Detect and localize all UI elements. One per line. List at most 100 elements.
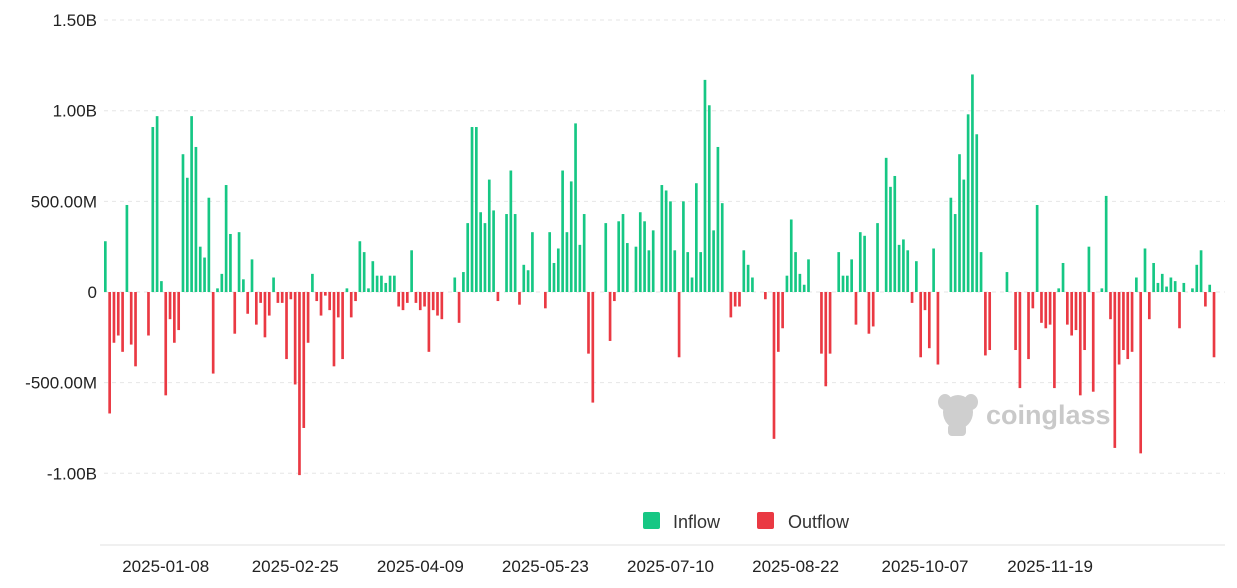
- inflow-bar[interactable]: [971, 74, 974, 292]
- inflow-bar[interactable]: [617, 221, 621, 292]
- outflow-bar[interactable]: [168, 292, 172, 320]
- outflow-bar[interactable]: [431, 292, 435, 311]
- outflow-bar[interactable]: [1070, 292, 1073, 336]
- inflow-bar[interactable]: [850, 259, 853, 292]
- outflow-bar[interactable]: [319, 292, 323, 316]
- outflow-bar[interactable]: [1018, 292, 1022, 389]
- inflow-bar[interactable]: [707, 105, 711, 292]
- inflow-bar[interactable]: [388, 275, 392, 292]
- outflow-bar[interactable]: [729, 292, 733, 318]
- inflow-bar[interactable]: [906, 250, 910, 292]
- inflow-bar[interactable]: [358, 241, 362, 292]
- inflow-bar[interactable]: [229, 233, 232, 292]
- outflow-bar[interactable]: [440, 292, 444, 320]
- inflow-bar[interactable]: [272, 277, 275, 293]
- inflow-bar[interactable]: [548, 232, 552, 292]
- inflow-bar[interactable]: [638, 212, 642, 292]
- outflow-bar[interactable]: [1117, 292, 1121, 365]
- outflow-bar[interactable]: [354, 292, 357, 302]
- inflow-bar[interactable]: [1169, 277, 1173, 293]
- inflow-bar[interactable]: [604, 223, 608, 292]
- outflow-bar[interactable]: [427, 292, 431, 352]
- inflow-bar[interactable]: [958, 154, 961, 292]
- inflow-bar[interactable]: [505, 214, 508, 292]
- inflow-bar[interactable]: [699, 252, 702, 292]
- inflow-bar[interactable]: [125, 204, 129, 292]
- inflow-bar[interactable]: [509, 170, 513, 292]
- outflow-bar[interactable]: [280, 292, 284, 303]
- outflow-bar[interactable]: [1044, 292, 1048, 329]
- inflow-bar[interactable]: [104, 241, 107, 292]
- inflow-bar[interactable]: [716, 146, 720, 292]
- outflow-bar[interactable]: [233, 292, 237, 334]
- inflow-bar[interactable]: [802, 284, 806, 292]
- inflow-bar[interactable]: [1173, 281, 1177, 292]
- outflow-bar[interactable]: [298, 292, 301, 476]
- inflow-bar[interactable]: [181, 154, 185, 292]
- outflow-bar[interactable]: [1048, 292, 1052, 325]
- inflow-bar[interactable]: [475, 127, 478, 293]
- inflow-bar[interactable]: [893, 175, 897, 292]
- inflow-bar[interactable]: [569, 181, 573, 292]
- outflow-bar[interactable]: [414, 292, 418, 303]
- outflow-bar[interactable]: [518, 292, 521, 305]
- outflow-bar[interactable]: [1078, 292, 1082, 396]
- inflow-bar[interactable]: [751, 277, 754, 293]
- inflow-bar[interactable]: [1160, 273, 1164, 292]
- outflow-bar[interactable]: [315, 292, 319, 302]
- inflow-bar[interactable]: [578, 244, 582, 292]
- outflow-bar[interactable]: [608, 292, 612, 341]
- inflow-bar[interactable]: [712, 230, 715, 292]
- inflow-bar[interactable]: [643, 221, 646, 292]
- outflow-bar[interactable]: [1014, 292, 1017, 351]
- inflow-bar[interactable]: [185, 177, 189, 292]
- outflow-bar[interactable]: [293, 292, 297, 385]
- inflow-bar[interactable]: [483, 223, 487, 292]
- inflow-bar[interactable]: [565, 232, 569, 292]
- outflow-bar[interactable]: [544, 292, 547, 309]
- outflow-bar[interactable]: [336, 292, 340, 318]
- outflow-bar[interactable]: [764, 292, 767, 300]
- inflow-bar[interactable]: [742, 250, 746, 292]
- inflow-bar[interactable]: [915, 261, 918, 292]
- outflow-bar[interactable]: [776, 292, 780, 352]
- outflow-bar[interactable]: [254, 292, 258, 325]
- outflow-bar[interactable]: [418, 292, 422, 311]
- inflow-bar[interactable]: [224, 185, 228, 292]
- outflow-bar[interactable]: [1139, 292, 1143, 454]
- outflow-bar[interactable]: [134, 292, 137, 367]
- inflow-bar[interactable]: [1104, 195, 1108, 292]
- outflow-bar[interactable]: [1147, 292, 1151, 320]
- inflow-bar[interactable]: [1135, 277, 1138, 293]
- inflow-bar[interactable]: [487, 179, 491, 292]
- inflow-bar[interactable]: [720, 203, 724, 292]
- inflow-bar[interactable]: [1191, 288, 1194, 292]
- outflow-bar[interactable]: [302, 292, 306, 428]
- inflow-bar[interactable]: [1035, 204, 1039, 292]
- outflow-bar[interactable]: [457, 292, 461, 323]
- inflow-bar[interactable]: [190, 116, 193, 292]
- inflow-bar[interactable]: [746, 264, 750, 292]
- inflow-bar[interactable]: [846, 275, 849, 292]
- inflow-bar[interactable]: [492, 210, 495, 292]
- inflow-bar[interactable]: [345, 288, 349, 292]
- outflow-bar[interactable]: [1178, 292, 1181, 329]
- inflow-bar[interactable]: [362, 252, 366, 292]
- inflow-bar[interactable]: [1087, 246, 1091, 292]
- outflow-bar[interactable]: [147, 292, 150, 336]
- inflow-bar[interactable]: [311, 273, 314, 292]
- inflow-bar[interactable]: [1208, 284, 1212, 292]
- inflow-bar[interactable]: [1005, 272, 1009, 292]
- inflow-bar[interactable]: [479, 212, 482, 292]
- outflow-bar[interactable]: [988, 292, 992, 351]
- inflow-bar[interactable]: [556, 248, 560, 292]
- inflow-bar[interactable]: [621, 214, 625, 292]
- inflow-bar[interactable]: [531, 232, 534, 292]
- inflow-bar[interactable]: [1156, 282, 1160, 292]
- outflow-bar[interactable]: [919, 292, 923, 358]
- inflow-bar[interactable]: [1152, 262, 1155, 292]
- inflow-bar[interactable]: [953, 214, 957, 292]
- inflow-bar[interactable]: [462, 272, 465, 292]
- inflow-bar[interactable]: [876, 223, 879, 292]
- inflow-bar[interactable]: [863, 235, 866, 292]
